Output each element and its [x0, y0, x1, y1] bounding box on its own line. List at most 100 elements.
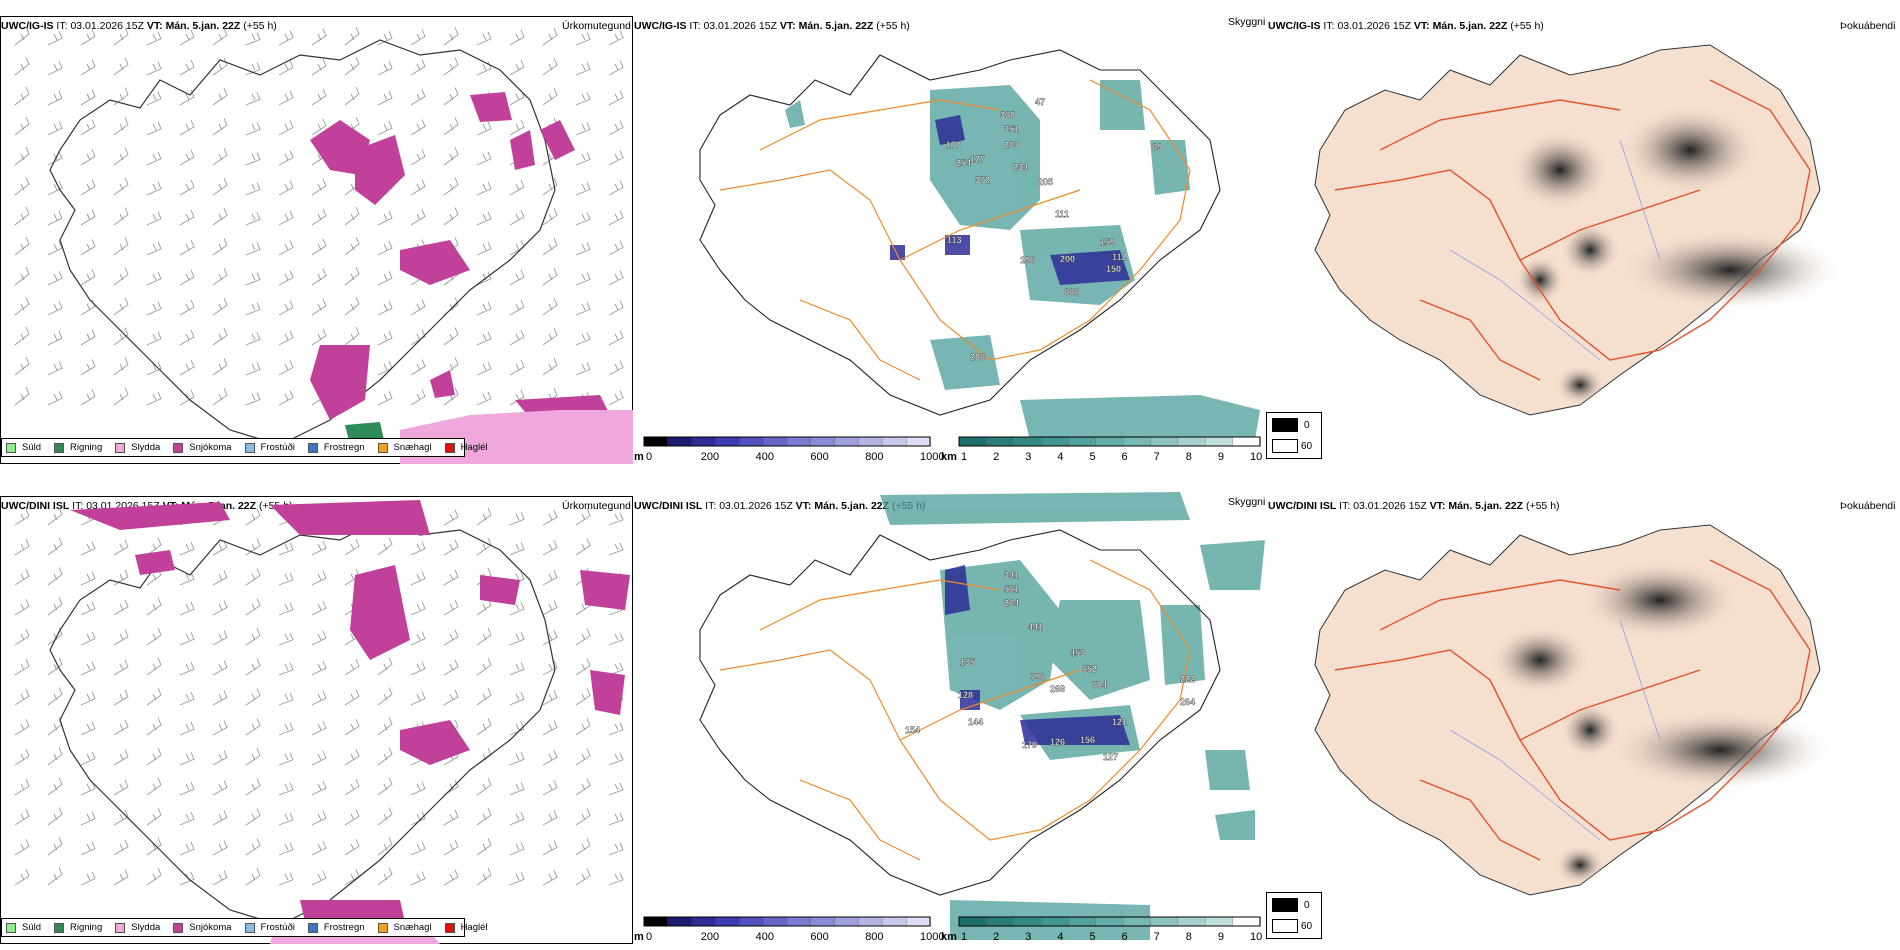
visibility-label: 286: [970, 352, 985, 362]
wind-barb: [179, 269, 195, 286]
wind-barb: [410, 209, 426, 226]
wind-barb: [443, 327, 459, 346]
wind-barb: [311, 208, 327, 226]
wind-barb: [212, 88, 228, 106]
wind-barb: [146, 807, 162, 826]
wind-barb: [212, 600, 228, 616]
wind-barb: [278, 572, 294, 586]
colorbar-tick: 2: [993, 931, 999, 943]
panel-title-precip: Úrkomutegund: [562, 500, 631, 512]
wind-barb: [575, 808, 591, 826]
wind-barb: [113, 599, 129, 616]
wind-barb: [14, 326, 30, 346]
wind-barb: [245, 628, 261, 646]
wind-barb: [344, 839, 360, 856]
panel-header: UWC/IG-IS IT: 03.01.2026 15Z VT: Mán. 5.…: [1, 20, 277, 32]
wind-barb: [443, 839, 459, 856]
visibility-label: 144: [968, 717, 983, 727]
colorbar-tick: 4: [1057, 931, 1063, 943]
wind-barb: [410, 89, 426, 106]
precip-legend: Súld Rigning Slydda Snjókoma Frostúði Fr…: [1, 438, 488, 457]
wind-barb: [278, 90, 294, 106]
wind-barb: [245, 182, 261, 196]
wind-barb: [509, 842, 525, 856]
wind-barb: [311, 720, 327, 736]
wind-barb: [278, 210, 294, 226]
panel-title-visibility: Skyggni: [1228, 496, 1266, 508]
wind-barb: [179, 329, 195, 346]
wind-barb: [509, 752, 525, 766]
wind-barb: [146, 331, 162, 346]
wind-barb: [542, 840, 558, 856]
wind-barb: [80, 781, 96, 796]
wind-barb: [476, 687, 492, 706]
wind-barb: [575, 242, 591, 256]
wind-barb: [14, 56, 30, 76]
wind-barb: [542, 870, 558, 886]
wind-barb: [80, 871, 96, 886]
wind-barb: [542, 178, 558, 196]
wind-barb: [377, 61, 393, 76]
wind-barb: [542, 28, 558, 46]
wind-barb: [113, 177, 129, 196]
colorbar-tick: 400: [756, 931, 774, 943]
panel-title-fog: Þokuábendi: [1840, 20, 1896, 32]
wind-barb: [245, 508, 261, 526]
colorbar-tick: 6: [1122, 931, 1128, 943]
wind-barb: [113, 659, 129, 676]
wind-barb: [14, 869, 30, 886]
wind-barb: [212, 328, 228, 346]
legend-item: Frostúði: [244, 442, 295, 453]
wind-barb: [509, 329, 525, 346]
wind-barb: [113, 57, 129, 76]
wind-barb: [179, 842, 195, 856]
wind-barb: [542, 750, 558, 766]
panel-header: UWC/IG-IS IT: 03.01.2026 15Z VT: Mán. 5.…: [634, 20, 910, 32]
wind-barb: [476, 331, 492, 346]
fog-roads: [1334, 559, 1811, 861]
wind-barb: [113, 267, 129, 286]
colorbar-tick: 600: [810, 931, 828, 943]
wind-barb: [146, 777, 162, 796]
legend-item: Rigning: [54, 442, 102, 453]
wind-barb: [311, 328, 327, 346]
wind-barb: [608, 842, 624, 856]
wind-barb: [278, 300, 294, 316]
wind-barb: [509, 359, 525, 376]
wind-barb: [245, 152, 261, 166]
wind-barb: [47, 361, 63, 376]
visibility-label: 351: [1004, 124, 1019, 134]
wind-barb: [14, 356, 30, 376]
wind-barb: [377, 687, 393, 706]
wind-barb: [278, 752, 294, 766]
visibility-label: 69: [1152, 142, 1162, 152]
wind-barb: [245, 92, 261, 106]
visibility-label: 150: [1106, 264, 1121, 274]
wind-barb: [146, 181, 162, 196]
wind-barb: [608, 390, 624, 406]
wind-barb: [278, 150, 294, 166]
wind-barb: [278, 360, 294, 376]
wind-barb: [146, 627, 162, 646]
wind-barb: [377, 271, 393, 286]
wind-barb: [179, 359, 195, 376]
wind-barb: [179, 149, 195, 166]
legend-item: Snjókoma: [173, 922, 232, 933]
wind-barb: [80, 329, 96, 346]
wind-barb: [47, 211, 63, 226]
wind-barb: [377, 717, 393, 736]
wind-barb: [311, 298, 327, 316]
wind-barb: [377, 241, 393, 256]
wind-barb: [377, 31, 393, 46]
wind-barb: [14, 659, 30, 676]
wind-barb: [410, 781, 426, 796]
wind-barb: [212, 780, 228, 796]
wind-barb: [278, 330, 294, 346]
model-name: UWC/DINI ISL: [1, 500, 70, 512]
wind-barb: [443, 117, 459, 136]
wind-barb: [410, 389, 426, 406]
wind-barb: [443, 569, 459, 586]
colorbar-tick: 600: [810, 451, 828, 463]
wind-barb: [608, 512, 624, 526]
